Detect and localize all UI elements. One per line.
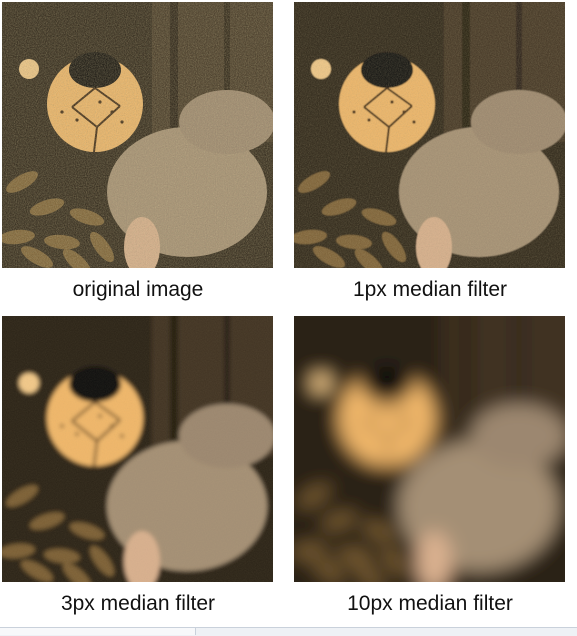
noise-overlay (294, 2, 565, 268)
10px-median-filter-panel (294, 316, 565, 582)
bunny-ear (471, 404, 565, 468)
1px-median-filter-image (294, 2, 565, 268)
foliage-leaf (361, 522, 397, 540)
scene-group (294, 316, 565, 582)
bottom-tab (0, 628, 196, 635)
original-image-panel (2, 2, 273, 268)
10px-median-filter-caption: 10px median filter (347, 592, 513, 615)
foliage-leaf (294, 543, 327, 559)
plush-nose (361, 366, 413, 402)
original-image-caption: original image (72, 278, 204, 301)
1px-median-filter-caption: 1px median filter (352, 278, 508, 301)
bunny-paw (416, 531, 452, 582)
plush-dot (390, 414, 394, 418)
foliage-leaf (354, 562, 384, 582)
noise-overlay (2, 316, 273, 582)
3px-median-filter-image (2, 316, 273, 582)
window-bottom-strip (0, 627, 577, 636)
foliage-leaf (321, 512, 357, 530)
original-image (2, 2, 273, 268)
small-ball (311, 373, 331, 393)
foliage-leaf (298, 485, 330, 507)
foliage-leaf (381, 545, 407, 577)
plush-seams (363, 401, 413, 467)
noise-overlay (2, 2, 273, 268)
foliage-leaf (336, 548, 372, 564)
10px-median-filter-image (294, 316, 565, 582)
plush-dot (402, 424, 406, 428)
plush-dot (367, 432, 371, 436)
plush-dot (412, 434, 416, 438)
background-stripe (516, 316, 522, 446)
1px-median-filter-panel (294, 2, 565, 268)
foliage-leaf (313, 560, 345, 582)
3px-median-filter-panel (2, 316, 273, 582)
3px-median-filter-caption: 3px median filter (60, 592, 216, 615)
plush-head (339, 370, 435, 466)
plush-dot (352, 424, 356, 428)
background-stripe (462, 316, 470, 466)
